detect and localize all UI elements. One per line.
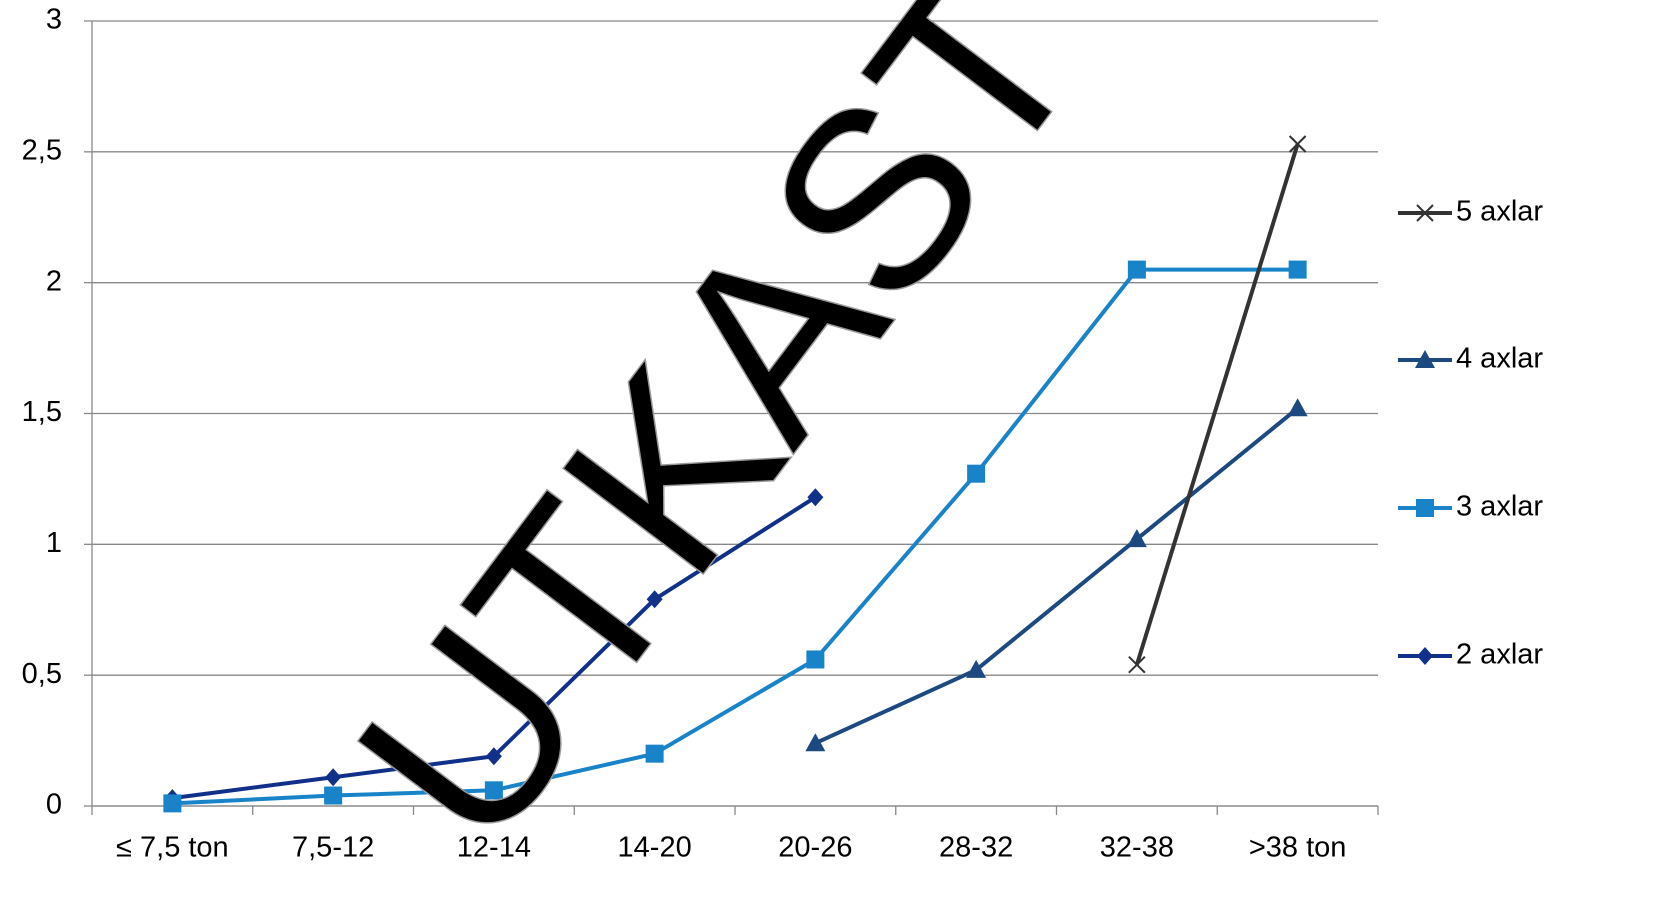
legend-marker (1416, 499, 1434, 517)
point (967, 464, 986, 483)
y-tick-label: 3 (46, 4, 62, 36)
x-tick-label: 28-32 (939, 832, 1013, 864)
point (1127, 260, 1146, 279)
x-tick-label: 32-38 (1100, 832, 1174, 864)
point (484, 781, 503, 800)
y-tick-label: 2,5 (22, 134, 62, 166)
legend-label: 3 axlar (1456, 491, 1543, 523)
x-tick-label: 12-14 (457, 832, 531, 864)
point (645, 744, 664, 763)
point (324, 786, 343, 805)
legend-marker (1415, 350, 1435, 368)
x-tick-label: 14-20 (618, 832, 692, 864)
x-tick-label: >38 ton (1249, 832, 1347, 864)
y-tick-label: 2 (46, 265, 62, 297)
series-line (172, 267, 1298, 806)
series-line (1134, 143, 1300, 666)
legend-marker (1417, 647, 1433, 665)
point (1288, 260, 1307, 279)
point (1128, 655, 1146, 674)
point (163, 794, 182, 813)
legend-label: 5 axlar (1456, 196, 1543, 228)
point (806, 650, 825, 669)
y-tick-label: 0 (46, 789, 62, 821)
point (1287, 398, 1308, 417)
series-line (814, 406, 1299, 746)
point (805, 733, 826, 752)
point (1126, 529, 1147, 548)
point (485, 747, 502, 766)
point (325, 768, 342, 787)
y-tick-label: 0,5 (22, 658, 62, 690)
legend-label: 4 axlar (1456, 343, 1543, 375)
point (807, 488, 824, 507)
y-tick-label: 1 (46, 527, 62, 559)
legend-marker (1416, 204, 1434, 222)
point (966, 659, 987, 678)
legend-label: 2 axlar (1456, 639, 1543, 671)
y-tick-label: 1,5 (22, 396, 62, 428)
x-tick-label: 20-26 (778, 832, 852, 864)
x-tick-label: 7,5-12 (292, 832, 374, 864)
point (646, 590, 663, 609)
x-tick-label: ≤ 7,5 ton (116, 832, 229, 864)
point (1288, 135, 1307, 153)
watermark: UTKAST (302, 0, 1135, 895)
